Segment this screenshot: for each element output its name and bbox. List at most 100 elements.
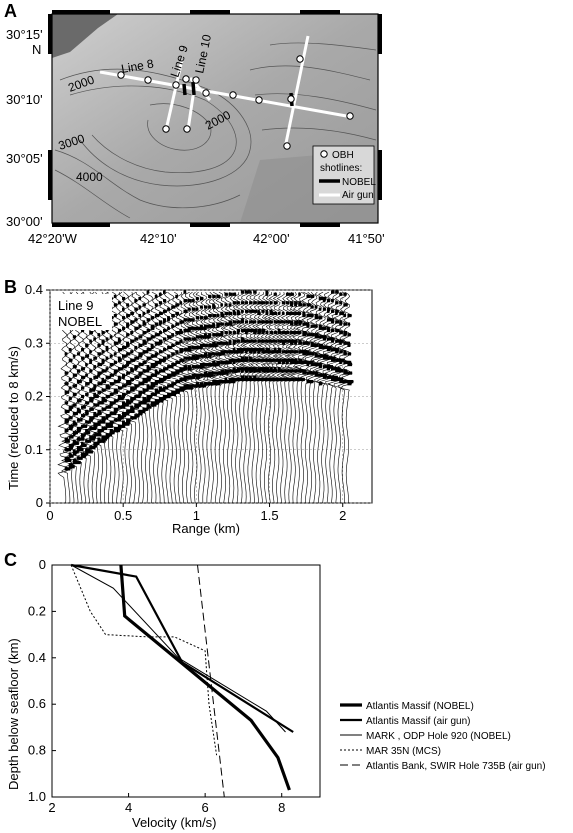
seismic-trace-fill bbox=[257, 301, 262, 305]
seismic-trace-fill bbox=[122, 373, 126, 377]
seismic-trace-fill bbox=[72, 441, 79, 445]
seismic-trace-fill bbox=[117, 375, 121, 379]
seismic-trace-fill bbox=[228, 379, 234, 384]
seismic-trace-fill bbox=[134, 307, 138, 311]
seismic-trace-fill bbox=[326, 318, 332, 322]
seismic-trace-fill bbox=[281, 360, 286, 365]
map-panel: Line 8 Line 9 Line 10 2000 2000 3000 400… bbox=[6, 10, 385, 246]
seismic-trace-fill bbox=[175, 369, 180, 373]
seismic-trace-fill bbox=[240, 309, 244, 313]
seismic-trace-fill bbox=[244, 367, 252, 371]
seismic-trace-fill bbox=[109, 411, 117, 416]
seismic-trace-fill bbox=[281, 369, 289, 373]
seismic-trace-fill bbox=[306, 322, 310, 326]
seismic-trace-fill bbox=[109, 401, 116, 405]
seismic-trace-fill bbox=[199, 382, 204, 386]
seismic-trace-fill bbox=[298, 303, 303, 307]
velocity-ytick-label: 0.4 bbox=[28, 650, 46, 665]
seismic-trace-fill bbox=[158, 350, 163, 354]
seismic-trace-fill bbox=[339, 301, 342, 305]
seismic-trace bbox=[105, 291, 123, 504]
seismic-trace-fill bbox=[269, 367, 273, 371]
seismic-trace-fill bbox=[212, 341, 216, 345]
seismic-trace-fill bbox=[85, 428, 89, 433]
seismic-trace-fill bbox=[212, 303, 215, 307]
seismic-trace-fill bbox=[310, 294, 315, 298]
seismic-trace-fill bbox=[310, 305, 314, 309]
seismic-trace-fill bbox=[183, 386, 191, 390]
seismic-trace-fill bbox=[236, 339, 241, 343]
seismic-trace-fill bbox=[134, 394, 141, 399]
seismic-trace-fill bbox=[191, 318, 195, 322]
seismic-trace-fill bbox=[253, 328, 257, 333]
seismic-trace-fill bbox=[109, 420, 114, 424]
seismic-trace-fill bbox=[339, 292, 343, 296]
seismic-trace-fill bbox=[154, 294, 158, 298]
seismic-trace-fill bbox=[290, 341, 294, 345]
seismic-trace bbox=[262, 292, 279, 504]
seismic-trace-fill bbox=[162, 318, 166, 322]
seismic-trace-fill bbox=[113, 360, 117, 365]
seismic-trace-fill bbox=[138, 335, 143, 339]
seismic-trace-fill bbox=[162, 397, 166, 401]
seismic-trace-fill bbox=[347, 352, 352, 356]
seismic-trace-fill bbox=[93, 375, 99, 379]
seismic-trace-fill bbox=[310, 371, 315, 375]
seismic-trace-fill bbox=[216, 341, 222, 345]
seismic-trace-fill bbox=[224, 322, 229, 326]
seismic-trace bbox=[147, 291, 163, 504]
seismic-trace-fill bbox=[187, 318, 193, 322]
seismic-trace-fill bbox=[253, 309, 258, 313]
seismic-trace-fill bbox=[187, 386, 193, 390]
seismic-trace-fill bbox=[290, 320, 294, 324]
seismic-trace-fill bbox=[187, 384, 193, 388]
seismic-trace-fill bbox=[343, 360, 350, 365]
seismic-trace-fill bbox=[154, 371, 160, 375]
seismic-trace-fill bbox=[212, 362, 218, 367]
seismic-trace-fill bbox=[244, 375, 248, 379]
seismic-trace-fill bbox=[232, 377, 240, 382]
map-ytick-3: 30°00' bbox=[6, 214, 43, 229]
seismic-trace-fill bbox=[101, 350, 105, 354]
seismic-trace-fill bbox=[326, 299, 331, 303]
seismic-trace-fill bbox=[253, 375, 256, 379]
seismic-trace-fill bbox=[232, 331, 236, 335]
seismic-trace-fill bbox=[72, 452, 77, 456]
seismic-trace bbox=[257, 292, 273, 504]
seismic-trace-fill bbox=[126, 333, 130, 337]
map-legend: OBH shotlines: NOBEL Air gun bbox=[312, 145, 376, 205]
seismic-trace-fill bbox=[331, 318, 334, 322]
seismic-trace bbox=[173, 292, 188, 504]
seismic-trace-fill bbox=[203, 324, 209, 328]
seismic-trace-fill bbox=[326, 337, 332, 341]
seismic-trace-fill bbox=[290, 331, 295, 335]
velocity-series-line bbox=[70, 563, 294, 733]
seismic-trace-fill bbox=[236, 311, 241, 316]
seismic-trace-fill bbox=[68, 426, 73, 431]
seismic-trace-fill bbox=[142, 360, 147, 365]
seismic-trace-fill bbox=[93, 403, 100, 407]
seismic-trace-fill bbox=[146, 337, 152, 341]
seismic-trace-fill bbox=[216, 294, 221, 298]
seismic-trace-fill bbox=[298, 331, 302, 335]
seismic-trace-fill bbox=[117, 348, 123, 352]
seismic-trace-fill bbox=[244, 339, 250, 343]
seismic-trace-fill bbox=[158, 369, 166, 373]
seismic-trace-fill bbox=[183, 384, 189, 388]
seismic-trace-fill bbox=[294, 311, 300, 316]
seismic-trace-fill bbox=[97, 333, 101, 337]
seismic-trace-fill bbox=[318, 362, 322, 367]
seismic-trace-fill bbox=[339, 360, 342, 365]
seismic-trace-fill bbox=[76, 369, 81, 373]
seismic-trace-fill bbox=[138, 392, 142, 396]
seismic-trace-fill bbox=[310, 379, 314, 384]
seismic-trace-fill bbox=[220, 350, 225, 354]
seismic-trace-fill bbox=[236, 331, 240, 335]
seismic-trace-fill bbox=[154, 360, 160, 365]
seismic-trace-fill bbox=[126, 303, 129, 307]
seismic-trace-fill bbox=[179, 377, 187, 382]
seismic-trace-fill bbox=[220, 303, 223, 307]
seismic-trace-fill bbox=[294, 301, 298, 305]
seismic-trace-fill bbox=[81, 443, 87, 448]
map-shallow-area bbox=[52, 14, 118, 58]
